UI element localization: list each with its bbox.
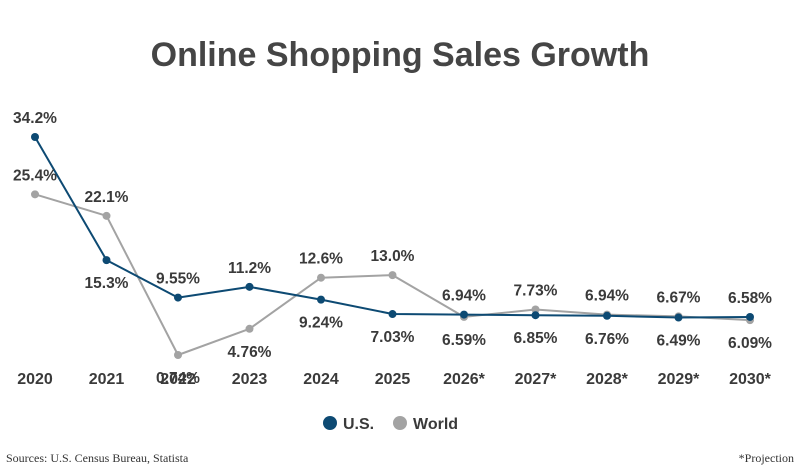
projection-note: *Projection (738, 451, 794, 465)
data-label: 15.3% (85, 275, 129, 292)
x-tick-label: 2020 (17, 371, 53, 388)
data-label: 6.94% (442, 288, 486, 305)
data-label: 6.58% (728, 290, 772, 307)
data-point (31, 190, 39, 199)
series-line-us (34, 136, 751, 319)
data-label: 9.55% (156, 271, 200, 288)
data-point (174, 351, 182, 359)
legend-label: World (413, 416, 458, 433)
data-point (674, 313, 683, 322)
data-label: 9.24% (299, 315, 343, 332)
x-tick-label: 2026* (443, 371, 486, 388)
data-label: 0.74% (156, 370, 200, 387)
data-point (102, 211, 111, 220)
source-note: Sources: U.S. Census Bureau, Statista (6, 451, 189, 465)
legend: U.S. World (323, 416, 458, 433)
data-labels: 34.2% 15.3% 9.55% 11.2% 9.24% 7.03% 6.94% 6.85%… (13, 110, 772, 387)
x-tick-label: 2021 (89, 371, 125, 388)
legend-swatch (393, 416, 407, 430)
x-tick-label: 2030* (729, 371, 772, 388)
legend-label: U.S. (343, 416, 374, 433)
data-label: 6.09% (728, 335, 772, 352)
data-point (245, 324, 254, 333)
data-point (388, 271, 397, 280)
data-point (245, 282, 254, 291)
data-label: 6.49% (657, 333, 701, 350)
data-label: 12.6% (299, 251, 343, 268)
legend-swatch (323, 416, 337, 430)
data-label: 34.2% (13, 110, 57, 127)
x-tick-label: 2028* (586, 371, 629, 388)
x-tick-label: 2022 (160, 371, 196, 388)
chart-title: Online Shopping Sales Growth (151, 36, 650, 74)
data-point (388, 310, 397, 319)
data-point (746, 312, 754, 321)
data-label: 25.4% (13, 167, 57, 184)
data-label: 7.73% (514, 282, 558, 299)
data-label: 6.59% (442, 332, 486, 349)
data-label: 4.76% (228, 344, 272, 361)
data-point (317, 273, 325, 282)
x-tick-label: 2024 (303, 371, 339, 388)
data-label: 22.1% (85, 189, 129, 206)
x-tick-label: 2027* (515, 371, 558, 388)
x-tick-label: 2029* (658, 371, 701, 388)
data-point (603, 311, 611, 320)
data-point (531, 305, 540, 314)
x-axis-ticks: 2020 2021 2022 2023 2024 2025 2026* 2027* 2028* 2… (17, 371, 771, 388)
series-points (31, 133, 754, 359)
data-point (31, 133, 39, 141)
data-label: 6.85% (514, 330, 558, 347)
series-lines (34, 136, 751, 356)
data-label: 6.94% (585, 288, 629, 305)
x-tick-label: 2025 (375, 371, 411, 388)
data-label: 13.0% (371, 248, 415, 265)
data-label: 7.03% (371, 329, 415, 346)
data-point (102, 256, 111, 265)
data-point (317, 295, 325, 304)
x-tick-label: 2023 (232, 371, 268, 388)
data-point (531, 311, 540, 320)
data-point (174, 293, 182, 302)
data-label: 11.2% (228, 260, 271, 277)
data-label: 6.67% (657, 289, 701, 306)
data-label: 6.76% (585, 331, 629, 348)
data-point (460, 310, 468, 319)
